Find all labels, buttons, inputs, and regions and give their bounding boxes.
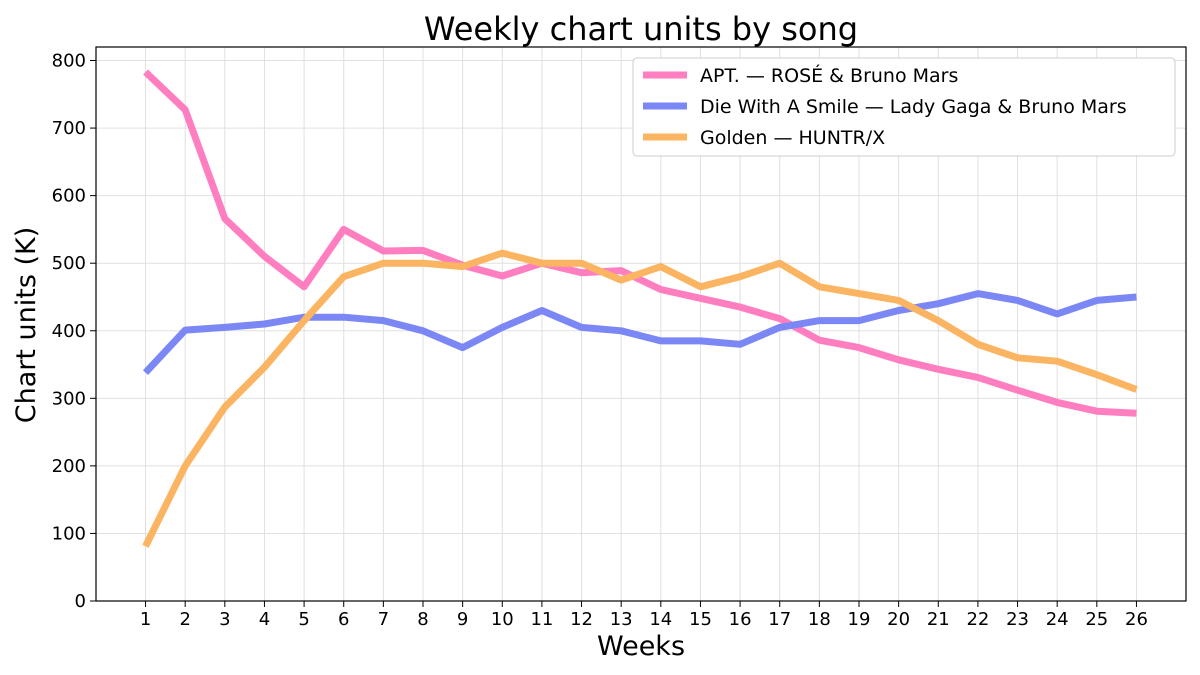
legend-label-die-with-a-smile: Die With A Smile — Lady Gaga & Bruno Mar…: [700, 96, 1127, 118]
y-axis-label: Chart units (K): [11, 227, 42, 424]
x-tick-label: 6: [338, 609, 349, 630]
x-tick-label: 2: [179, 609, 190, 630]
y-tick-label: 0: [75, 591, 86, 612]
x-tick-label: 11: [530, 609, 553, 630]
y-tick-label: 400: [52, 321, 86, 342]
axis-ticks: 1 2 3 4 5 6 7 8 9 10 11 12 13 14 15 16 17 18 19 20 21 22 23 24 2…: [52, 51, 1148, 630]
x-tick-label: 16: [729, 609, 752, 630]
legend: APT. — ROSÉ & Bruno Mars Die With A Smil…: [632, 57, 1176, 157]
x-tick-label: 5: [298, 609, 309, 630]
y-tick-label: 300: [52, 388, 86, 409]
chart-title: Weekly chart units by song: [424, 10, 858, 48]
x-tick-label: 12: [570, 609, 593, 630]
y-tick-label: 600: [52, 186, 86, 207]
x-tick-label: 3: [219, 609, 230, 630]
legend-label-golden: Golden — HUNTR/X: [700, 127, 885, 149]
x-tick-label: 10: [491, 609, 514, 630]
x-tick-label: 17: [768, 609, 791, 630]
x-tick-label: 23: [1006, 609, 1029, 630]
y-tick-label: 800: [52, 51, 86, 72]
x-tick-label: 18: [808, 609, 831, 630]
x-tick-label: 20: [887, 609, 910, 630]
plot-frame: [95, 46, 1187, 602]
x-tick-label: 13: [610, 609, 633, 630]
y-tick-label: 500: [52, 253, 86, 274]
x-tick-label: 26: [1125, 609, 1148, 630]
series-lines: [142, 69, 1138, 548]
x-tick-label: 25: [1085, 609, 1108, 630]
x-tick-label: 7: [378, 609, 389, 630]
x-tick-label: 4: [259, 609, 270, 630]
x-tick-label: 1: [140, 609, 151, 630]
x-tick-label: 19: [848, 609, 871, 630]
y-tick-label: 700: [52, 118, 86, 139]
series-line-apt: [143, 69, 1137, 417]
legend-label-apt: APT. — ROSÉ & Bruno Mars: [700, 64, 958, 87]
x-tick-label: 22: [966, 609, 989, 630]
x-tick-label: 8: [417, 609, 428, 630]
x-tick-label: 21: [927, 609, 950, 630]
y-tick-label: 100: [52, 523, 86, 544]
x-tick-label: 14: [649, 609, 672, 630]
x-tick-label: 9: [457, 609, 468, 630]
grid: [96, 47, 1186, 602]
x-axis-label: Weeks: [597, 631, 685, 662]
legend-box: [632, 57, 1176, 157]
x-tick-label: 24: [1046, 609, 1069, 630]
series-line-golden: [142, 249, 1138, 548]
y-tick-label: 200: [52, 456, 86, 477]
x-tick-label: 15: [689, 609, 712, 630]
